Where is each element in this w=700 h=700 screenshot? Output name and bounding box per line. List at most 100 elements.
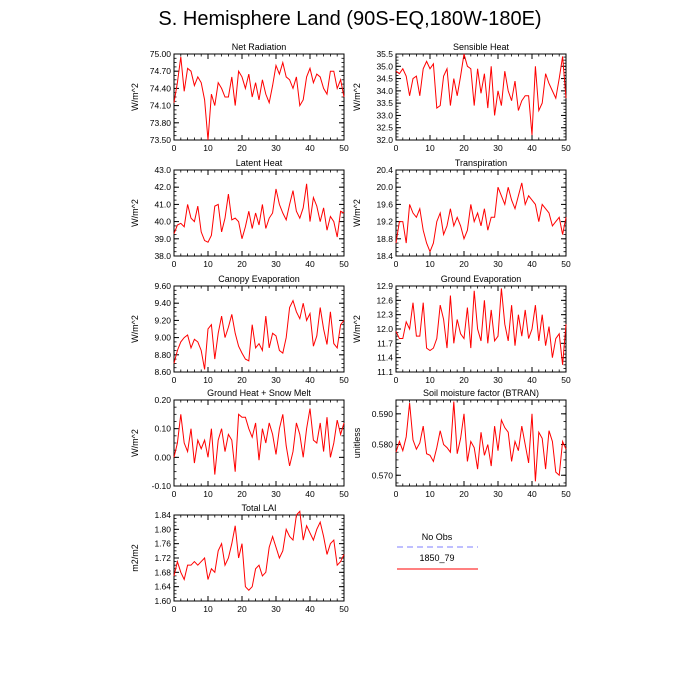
panel-title: Latent Heat [236,158,283,168]
series-line [173,56,345,141]
y-tick-label: 40.0 [154,217,171,227]
y-tick-label: 73.50 [150,135,172,145]
x-tick-label: 0 [394,375,399,385]
x-tick-label: 40 [305,375,315,385]
y-tick-label: 43.0 [154,165,171,175]
y-tick-label: 0.570 [372,470,394,480]
y-tick-label: 0.00 [154,452,171,462]
series-line [395,53,567,136]
x-tick-label: 50 [339,604,349,614]
x-tick-label: 50 [561,259,571,269]
panel-9: Total LAI m2/m2 1.60 1.64 1.68 1.72 1.76 1.80 1.… [130,503,349,614]
x-tick-label: 10 [203,375,213,385]
x-tick-label: 10 [425,375,435,385]
y-axis-label: unitless [352,427,362,458]
x-tick-label: 0 [172,375,177,385]
y-tick-label: 41.0 [154,199,171,209]
series-line [173,299,345,370]
panel-title: Ground Heat + Snow Melt [207,388,311,398]
x-tick-label: 0 [172,604,177,614]
panel-title: Soil moisture factor (BTRAN) [423,388,539,398]
y-tick-label: 1.80 [154,524,171,534]
x-tick-label: 50 [339,143,349,153]
panel-title: Ground Evaporation [441,274,522,284]
y-tick-label: 12.9 [376,281,393,291]
y-tick-label: 19.2 [376,217,393,227]
x-tick-label: 30 [271,143,281,153]
y-tick-label: 1.84 [154,510,171,520]
panel-frame [173,399,345,487]
series-line [173,510,345,591]
x-tick-label: 40 [527,259,537,269]
series-line [395,288,567,365]
y-tick-label: 8.80 [154,350,171,360]
y-tick-label: 73.80 [150,118,172,128]
y-tick-label: 1.60 [154,596,171,606]
y-tick-label: 9.20 [154,315,171,325]
x-tick-label: 20 [459,375,469,385]
panel-title: Transpiration [455,158,507,168]
y-tick-label: 11.1 [377,367,393,377]
x-tick-label: 40 [305,259,315,269]
y-tick-label: 18.8 [376,234,393,244]
series-line [173,183,345,243]
y-tick-label: 74.40 [150,83,172,93]
y-axis-label: W/m^2 [130,199,140,227]
y-tick-label: 1.68 [154,567,171,577]
panel-frame [173,285,345,373]
panel-title: Sensible Heat [453,42,510,52]
x-tick-label: 50 [561,143,571,153]
y-tick-label: 0.580 [372,440,394,450]
y-tick-label: 11.4 [377,353,393,363]
panel-title: Net Radiation [232,42,287,52]
y-tick-label: 33.0 [376,110,393,120]
x-tick-label: 30 [493,375,503,385]
y-tick-label: 35.5 [376,49,393,59]
x-tick-label: 40 [527,143,537,153]
y-tick-label: 1.72 [154,553,171,563]
x-tick-label: 50 [339,375,349,385]
y-tick-label: 34.0 [376,86,393,96]
x-tick-label: 30 [271,259,281,269]
series-line [173,408,345,475]
y-tick-label: 12.3 [376,310,393,320]
x-tick-label: 30 [493,143,503,153]
chart-panels: Net Radiation W/m^2 73.50 73.80 74.10 74.40 74… [130,42,571,614]
x-tick-label: 20 [237,489,247,499]
x-tick-label: 30 [271,489,281,499]
x-tick-label: 40 [527,375,537,385]
y-tick-label: -0.10 [152,481,172,491]
legend: No Obs 1850_79 [397,532,478,570]
x-tick-label: 10 [425,143,435,153]
y-tick-label: 42.0 [154,182,171,192]
y-axis-label: W/m^2 [352,83,362,111]
x-tick-label: 20 [237,259,247,269]
y-axis-label: m2/m2 [130,544,140,572]
y-tick-label: 74.70 [150,66,172,76]
x-tick-label: 30 [493,259,503,269]
x-tick-label: 20 [237,604,247,614]
x-tick-label: 0 [172,489,177,499]
panel-6: Ground Evaporation W/m^2 11.1 11.4 11.7 12.0 1… [352,274,571,385]
y-tick-label: 32.5 [376,123,393,133]
page-title: S. Hemisphere Land (90S-EQ,180W-180E) [158,8,542,30]
x-tick-label: 40 [305,489,315,499]
y-axis-label: W/m^2 [130,429,140,457]
y-tick-label: 35.0 [376,61,393,71]
x-tick-label: 0 [394,143,399,153]
x-tick-label: 0 [172,143,177,153]
x-tick-label: 50 [561,375,571,385]
y-tick-label: 34.5 [376,74,393,84]
panel-5: Canopy Evaporation W/m^2 8.60 8.80 9.00 9.20 9… [130,274,349,385]
x-tick-label: 30 [271,375,281,385]
panel-frame [173,514,345,602]
x-tick-label: 30 [493,489,503,499]
panel-title: Total LAI [241,503,276,513]
x-tick-label: 10 [203,259,213,269]
x-tick-label: 50 [561,489,571,499]
x-tick-label: 40 [305,604,315,614]
panel-8: Soil moisture factor (BTRAN) unitless 0.57… [352,388,571,499]
x-tick-label: 40 [527,489,537,499]
panel-7: Ground Heat + Snow Melt W/m^2 -0.10 0.00 0.1… [130,388,349,499]
